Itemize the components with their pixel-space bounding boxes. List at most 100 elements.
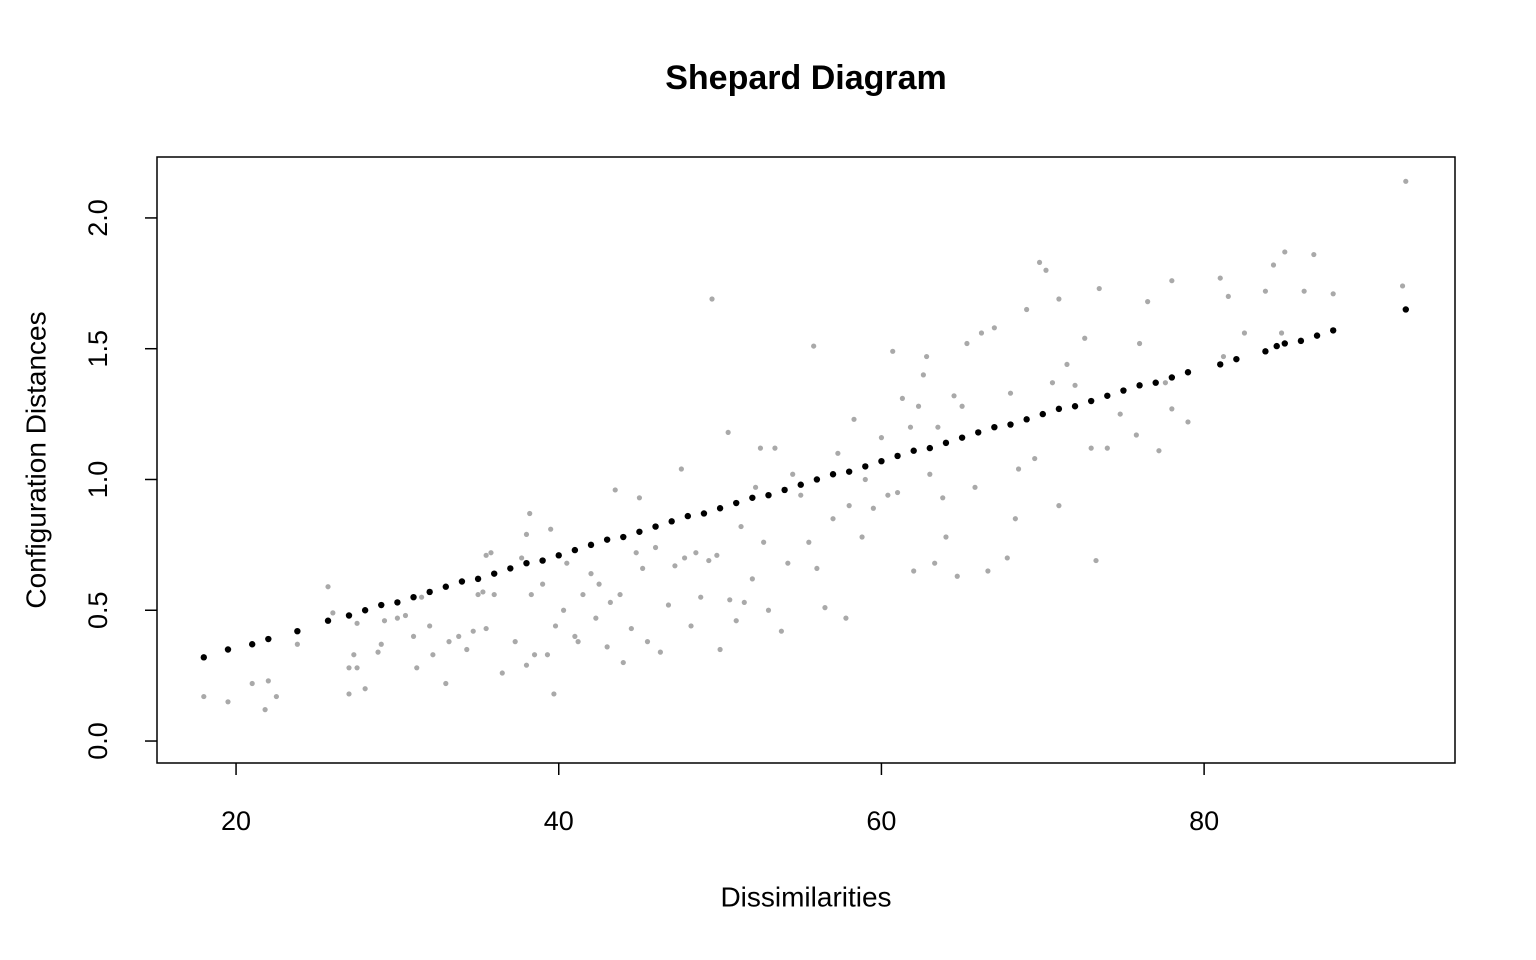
- point: [738, 523, 744, 530]
- point: [681, 555, 688, 561]
- point: [604, 644, 610, 650]
- point: [951, 393, 957, 399]
- y-axis-label: Configuration Distances: [20, 311, 51, 608]
- point: [924, 353, 930, 360]
- point: [1217, 361, 1224, 368]
- point: [915, 403, 922, 409]
- point: [294, 641, 300, 647]
- point: [1064, 361, 1070, 368]
- point: [587, 541, 595, 549]
- point: [499, 670, 505, 676]
- point: [480, 589, 486, 595]
- point: [862, 476, 868, 483]
- point: [964, 340, 970, 347]
- point: [1032, 455, 1038, 462]
- point: [894, 452, 901, 460]
- point: [1220, 353, 1227, 360]
- point: [456, 633, 462, 640]
- point: [394, 615, 401, 621]
- point: [668, 518, 675, 525]
- point: [474, 575, 482, 583]
- y-tick-label: 0.5: [83, 591, 113, 629]
- point: [733, 618, 739, 624]
- x-tick-label: 60: [866, 806, 896, 836]
- point: [1301, 288, 1307, 294]
- point: [1162, 380, 1168, 386]
- point: [512, 639, 518, 645]
- point: [1270, 262, 1277, 268]
- point: [552, 623, 559, 629]
- point: [845, 468, 853, 475]
- point: [603, 536, 611, 543]
- x-tick-label: 40: [544, 806, 574, 836]
- x-axis-label: Dissimilarities: [720, 881, 891, 912]
- point: [991, 423, 998, 431]
- point: [636, 528, 643, 535]
- point: [458, 578, 466, 585]
- point: [785, 560, 791, 566]
- point: [628, 625, 634, 632]
- point: [843, 615, 849, 621]
- point: [249, 680, 255, 687]
- point: [932, 560, 938, 566]
- point: [1156, 448, 1162, 454]
- point: [717, 646, 723, 653]
- point: [890, 348, 896, 354]
- point: [273, 693, 279, 700]
- point: [1088, 445, 1094, 451]
- point: [985, 568, 991, 574]
- point: [551, 691, 557, 697]
- point: [851, 416, 857, 422]
- point: [859, 534, 865, 540]
- point: [781, 486, 788, 494]
- point: [464, 646, 470, 653]
- point: [652, 523, 659, 530]
- plot-frame: [156, 156, 1456, 764]
- point: [761, 539, 767, 545]
- point: [528, 591, 534, 598]
- point: [878, 435, 885, 441]
- point: [539, 557, 546, 564]
- point: [262, 707, 268, 713]
- point: [778, 628, 784, 634]
- point: [727, 597, 733, 603]
- point: [1056, 296, 1062, 302]
- point: [394, 599, 401, 606]
- point: [749, 576, 755, 582]
- point: [790, 471, 796, 477]
- point: [1004, 555, 1010, 561]
- point: [1313, 332, 1321, 339]
- point: [1071, 403, 1079, 410]
- point: [491, 570, 498, 577]
- point: [1024, 306, 1030, 313]
- point: [1403, 178, 1409, 184]
- point: [1262, 288, 1269, 294]
- point: [1072, 382, 1078, 388]
- point: [564, 560, 570, 566]
- point: [894, 489, 901, 496]
- point: [814, 565, 820, 572]
- point: [265, 635, 272, 643]
- point: [991, 325, 997, 331]
- point: [943, 534, 949, 540]
- point: [346, 691, 352, 697]
- point: [1120, 387, 1127, 394]
- point: [725, 429, 731, 436]
- point: [1039, 410, 1046, 418]
- point: [362, 686, 368, 692]
- point: [765, 607, 772, 613]
- point: [636, 495, 643, 501]
- point: [684, 512, 692, 520]
- point: [507, 565, 514, 572]
- point: [419, 594, 425, 600]
- point: [741, 599, 747, 606]
- point: [1036, 259, 1043, 266]
- point: [757, 445, 764, 451]
- point: [1007, 390, 1014, 396]
- point: [381, 618, 388, 624]
- point: [1043, 267, 1049, 273]
- chart-title: Shepard Diagram: [665, 59, 947, 97]
- point: [446, 639, 452, 645]
- point: [345, 612, 353, 619]
